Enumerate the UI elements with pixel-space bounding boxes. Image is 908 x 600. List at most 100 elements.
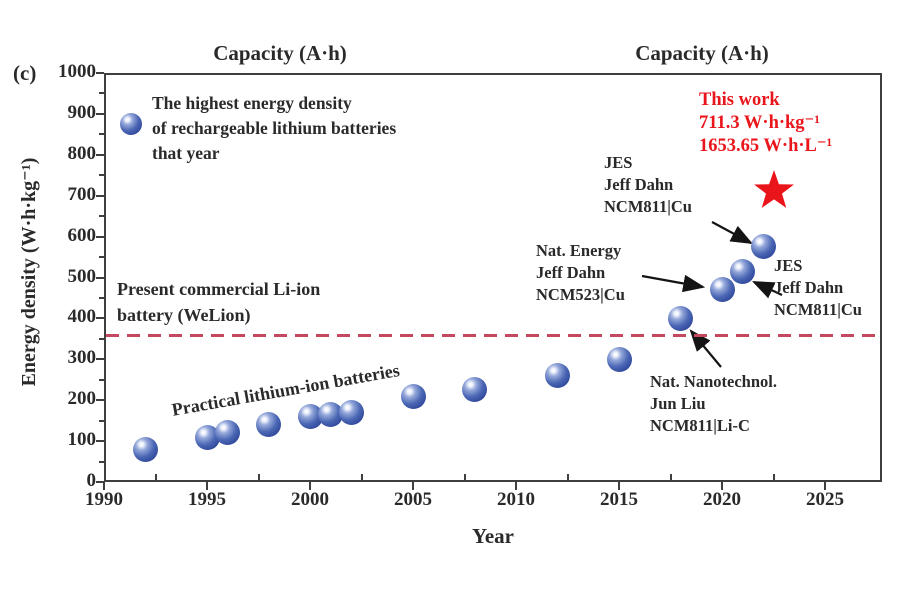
y-minor-tick [99,337,104,340]
y-tick [96,194,104,197]
data-point-sphere [750,234,776,260]
y-tick-label: 0 [86,470,97,491]
annotation-line: JES [774,256,803,275]
reference-line-label-line: battery (WeLion) [117,305,251,325]
reference-line-label-line: Present commercial Li-ion [117,279,321,299]
legend-sphere-icon [120,113,142,135]
data-point-sphere [544,363,570,389]
reference-dashed-line [106,333,880,337]
annotation-label: JES Jeff Dahn NCM811|Cu [774,255,862,321]
y-tick-label: 200 [67,388,97,410]
y-tick-label: 400 [67,306,97,328]
x-minor-tick [463,474,466,480]
y-minor-tick [99,92,104,95]
y-tick [96,235,104,238]
y-tick [96,481,104,483]
y-tick [96,276,104,279]
x-tick-label: 2000 [291,489,329,510]
y-tick-label: 800 [67,142,97,164]
x-tick-label: 2020 [703,489,741,510]
x-tick-label: 1995 [188,489,226,510]
annotation-line: Nat. Energy [536,241,622,260]
data-point-sphere [462,377,488,403]
legend-line: of rechargeable lithium batteries [152,118,397,138]
y-tick-label: 100 [67,429,97,451]
top-axis-title-left: Capacity (A·h) [213,41,347,65]
x-tick-label: 2005 [394,489,432,510]
data-point-sphere [400,383,426,409]
x-tick-label: 2015 [600,489,638,510]
this-work-gravimetric-value: 711.3 W·h·kg⁻¹ [699,113,820,133]
x-tick [721,482,723,490]
y-tick [96,440,104,443]
y-tick-label: 700 [67,183,97,205]
y-minor-tick [99,174,104,177]
data-point-sphere [730,258,756,284]
annotation-line: Jeff Dahn [536,263,606,282]
annotation-line: Jeff Dahn [774,278,844,297]
x-tick [515,482,517,490]
annotation-label: JES Jeff Dahn NCM811|Cu [604,152,692,218]
x-tick [824,482,826,490]
x-tick-label: 2025 [806,489,844,510]
y-tick [96,399,104,402]
x-tick-label: 2010 [497,489,535,510]
y-tick [96,358,104,361]
x-minor-tick [257,474,260,480]
x-axis-title: Year [472,524,514,548]
x-minor-tick [772,474,775,480]
y-minor-tick [99,256,104,259]
annotation-line: NCM523|Cu [536,285,625,304]
legend-line: The highest energy density [152,93,352,113]
this-work-callout: This work 711.3 W·h·kg⁻¹ 1653.65 W·h·L⁻¹ [699,89,832,158]
annotation-label: Nat. Nanotechnol. Jun Liu NCM811|Li-C [650,371,777,437]
x-tick-label: 1990 [85,489,123,510]
data-point-sphere [606,346,632,372]
y-minor-tick [99,460,104,463]
x-minor-tick [669,474,672,480]
x-tick [206,482,208,490]
y-minor-tick [99,378,104,381]
y-tick [96,72,104,74]
top-axis-title-right: Capacity (A·h) [635,41,769,65]
x-tick [412,482,414,490]
annotation-line: NCM811|Cu [774,300,862,319]
annotation-line: NCM811|Li-C [650,416,750,435]
annotation-line: JES [604,153,633,172]
x-tick [309,482,311,490]
y-tick-label: 500 [67,265,97,287]
y-tick-label: 600 [67,224,97,246]
data-point-sphere [668,305,694,331]
data-point-sphere [215,420,241,446]
x-minor-tick [566,474,569,480]
y-minor-tick [99,296,104,299]
reference-line-label: Present commercial Li-ion battery (WeLio… [117,276,320,328]
y-minor-tick [99,133,104,136]
annotation-label: Nat. Energy Jeff Dahn NCM523|Cu [536,240,625,306]
y-tick [96,317,104,320]
x-minor-tick [360,474,363,480]
data-point-sphere [256,412,282,438]
y-minor-tick [99,419,104,422]
y-tick [96,153,104,156]
data-point-sphere [709,277,735,303]
star-icon [753,170,794,209]
data-point-sphere [338,399,364,425]
panel-label: (c) [13,61,37,85]
annotation-line: NCM811|Cu [604,197,692,216]
y-tick-label: 900 [67,101,97,123]
x-tick [618,482,620,490]
annotation-line: Nat. Nanotechnol. [650,372,777,391]
y-tick [96,112,104,115]
x-tick [103,482,105,490]
this-work-volumetric-value: 1653.65 W·h·L⁻¹ [699,136,833,156]
legend-text: The highest energy density of rechargeab… [152,91,396,166]
y-tick-label: 1000 [58,61,96,82]
annotation-line: Jeff Dahn [604,175,674,194]
annotation-line: Jun Liu [650,394,706,413]
y-tick-label: 300 [67,347,97,369]
data-point-sphere [132,436,158,462]
y-minor-tick [99,215,104,218]
this-work-title: This work [699,90,780,110]
